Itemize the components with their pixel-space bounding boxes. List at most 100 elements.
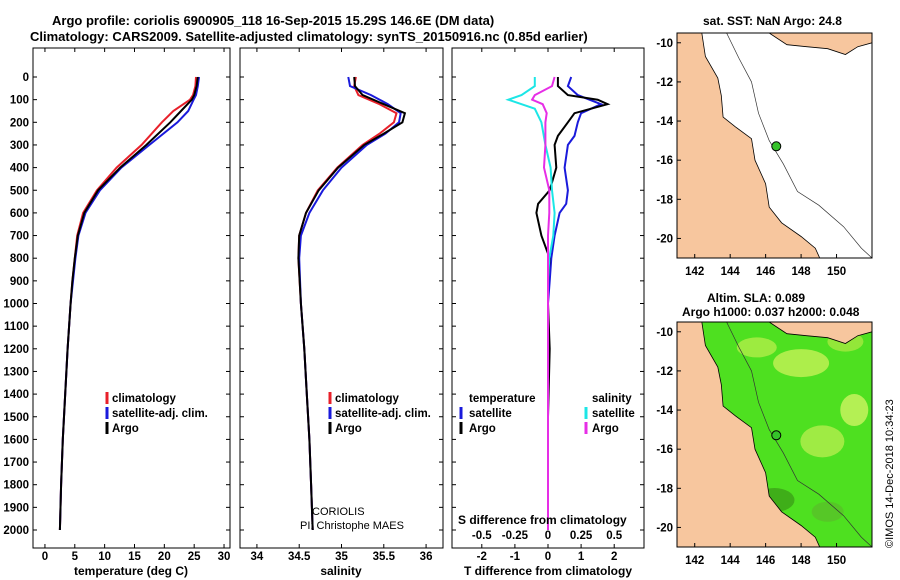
s-diff-tick-label: -0.5 [472, 530, 492, 542]
depth-tick-label: 700 [10, 231, 29, 243]
depth-tick-label: 400 [10, 163, 29, 175]
sla-anomaly-patch [840, 394, 869, 427]
sla-anomaly-patch [736, 337, 777, 358]
land-australia [677, 322, 821, 547]
sla-map: -10 -12 -14 -16 -18 -20 142 144 146 148 150 [656, 321, 873, 567]
x-tick-label: 35 [335, 551, 348, 563]
map-lat-tick-label: -20 [656, 522, 673, 534]
x-tick-label: 35.5 [373, 551, 396, 563]
temperature-plot: 0 5 10 15 20 25 30 [42, 48, 231, 563]
x-tick-label: -1 [510, 551, 521, 563]
x-tick-label: 1 [578, 551, 585, 563]
map-lat-tick-label: -10 [656, 38, 673, 50]
depth-tick-label: 800 [10, 253, 29, 265]
map-lat-tick-label: -14 [656, 405, 673, 417]
x-tick-label: 36 [420, 551, 433, 563]
x-tick-label: 0 [545, 551, 551, 563]
shelf-contour [726, 322, 872, 547]
salinity-plot: 34 34.5 35 35.5 36 [251, 48, 433, 563]
x-tick-label: 15 [128, 551, 141, 563]
s-diff-tick-label: 0 [545, 530, 551, 542]
land-australia [677, 33, 821, 258]
depth-tick-label: 100 [10, 95, 29, 107]
legend-heading-salinity: salinity [592, 393, 632, 405]
depth-tick-label: 1100 [4, 321, 29, 333]
legend-label-argo: Argo [335, 423, 362, 435]
legend-label-climatology: climatology [112, 393, 177, 405]
series-line-satellite-adj-clim- [58, 76, 200, 531]
imos-timestamp: ©IMOS 14-Dec-2018 10:34:23 [884, 399, 896, 548]
land-png [768, 33, 872, 55]
map-lon-tick-label: 148 [791, 555, 811, 567]
temperature-legend: climatology satellite-adj. clim. Argo [105, 392, 208, 435]
map-lon-tick-label: 144 [721, 555, 741, 567]
depth-tick-label: 1800 [3, 480, 29, 492]
series-line-salinity-argo [530, 76, 556, 530]
depth-tick-label: 200 [10, 117, 29, 129]
x-tick-label: 30 [218, 551, 231, 563]
salinity-legend: climatology satellite-adj. clim. Argo [328, 392, 431, 435]
map-lon-tick-label: 150 [827, 555, 846, 567]
argo-float-marker [771, 141, 782, 152]
map-lon-tick-label: 142 [685, 555, 704, 567]
depth-tick-label: 2000 [3, 525, 29, 537]
x-tick-label: 25 [188, 551, 201, 563]
depth-tick-label: 1300 [3, 366, 29, 378]
map-lat-tick-label: -12 [656, 77, 673, 89]
map-lon-tick-label: 144 [721, 266, 741, 278]
salinity-panel-frame [239, 47, 444, 549]
depth-tick-label: 0 [23, 72, 29, 84]
map-lat-tick-label: -16 [656, 444, 673, 456]
depth-axis: 0 100 200 300 400 500 600 700 800 900 1000 1100 1200… [3, 72, 644, 537]
salinity-axis-label: salinity [320, 564, 362, 578]
figure-title-line2: Climatology: CARS2009. Satellite-adjuste… [30, 29, 588, 44]
sla-anomaly-patch [811, 501, 844, 522]
depth-tick-label: 1400 [3, 389, 29, 401]
map-frame [676, 321, 873, 548]
legend-label-argo: Argo [112, 423, 139, 435]
series-line-argo [297, 76, 407, 531]
series-line-climatology [297, 76, 398, 531]
shelf-contour [726, 33, 872, 258]
map-lon-tick-label: 142 [685, 266, 704, 278]
series-line-argo [58, 76, 199, 531]
series-line-satellite-adj-clim- [298, 76, 402, 531]
s-diff-tick-label: 0.5 [606, 530, 623, 542]
sla-map-title-line1: Altim. SLA: 0.089 [707, 291, 805, 305]
land-png [768, 322, 872, 344]
difference-legend: temperature satellite Argo salinity sate… [459, 393, 635, 435]
legend-heading-temperature: temperature [469, 393, 535, 405]
depth-tick-label: 1000 [3, 299, 29, 311]
difference-plot: -2 -1 0 1 2 -0.5 -0.25 0 0.25 0.5 [472, 48, 623, 563]
t-difference-axis-label: T difference from climatology [464, 564, 632, 578]
map-lon-tick-label: 150 [827, 266, 846, 278]
sla-map-title-line2: Argo h1000: 0.037 h2000: 0.048 [682, 305, 860, 319]
series-line-temperature-satellite [547, 76, 604, 530]
x-tick-label: -2 [477, 551, 487, 563]
x-tick-label: 0 [42, 551, 48, 563]
sst-map-title: sat. SST: NaN Argo: 24.8 [703, 14, 842, 28]
sla-anomaly-patch [773, 349, 830, 378]
s-diff-tick-label: 0.25 [570, 530, 593, 542]
legend-label-satellite: satellite-adj. clim. [335, 408, 431, 420]
figure-title-line1: Argo profile: coriolis 6900905_118 16-Se… [52, 13, 494, 28]
map-lat-tick-label: -20 [656, 233, 673, 245]
map-lat-tick-label: -16 [656, 155, 673, 167]
depth-tick-label: 1500 [3, 412, 29, 424]
x-tick-label: 20 [158, 551, 171, 563]
series-line-climatology [58, 76, 197, 531]
legend-label-s-argo: Argo [592, 423, 619, 435]
temperature-panel-frame [32, 47, 231, 549]
depth-tick-label: 500 [10, 185, 29, 197]
legend-label-s-satellite: satellite [592, 408, 635, 420]
map-frame [676, 32, 873, 259]
map-lat-tick-label: -18 [656, 194, 673, 206]
map-lat-tick-label: -14 [656, 116, 673, 128]
depth-tick-label: 900 [10, 276, 29, 288]
sla-anomaly-patch [800, 425, 845, 458]
s-diff-tick-label: -0.25 [502, 530, 529, 542]
depth-tick-label: 1200 [3, 344, 29, 356]
map-lat-tick-label: -12 [656, 366, 673, 378]
argo-float-marker [771, 430, 782, 441]
